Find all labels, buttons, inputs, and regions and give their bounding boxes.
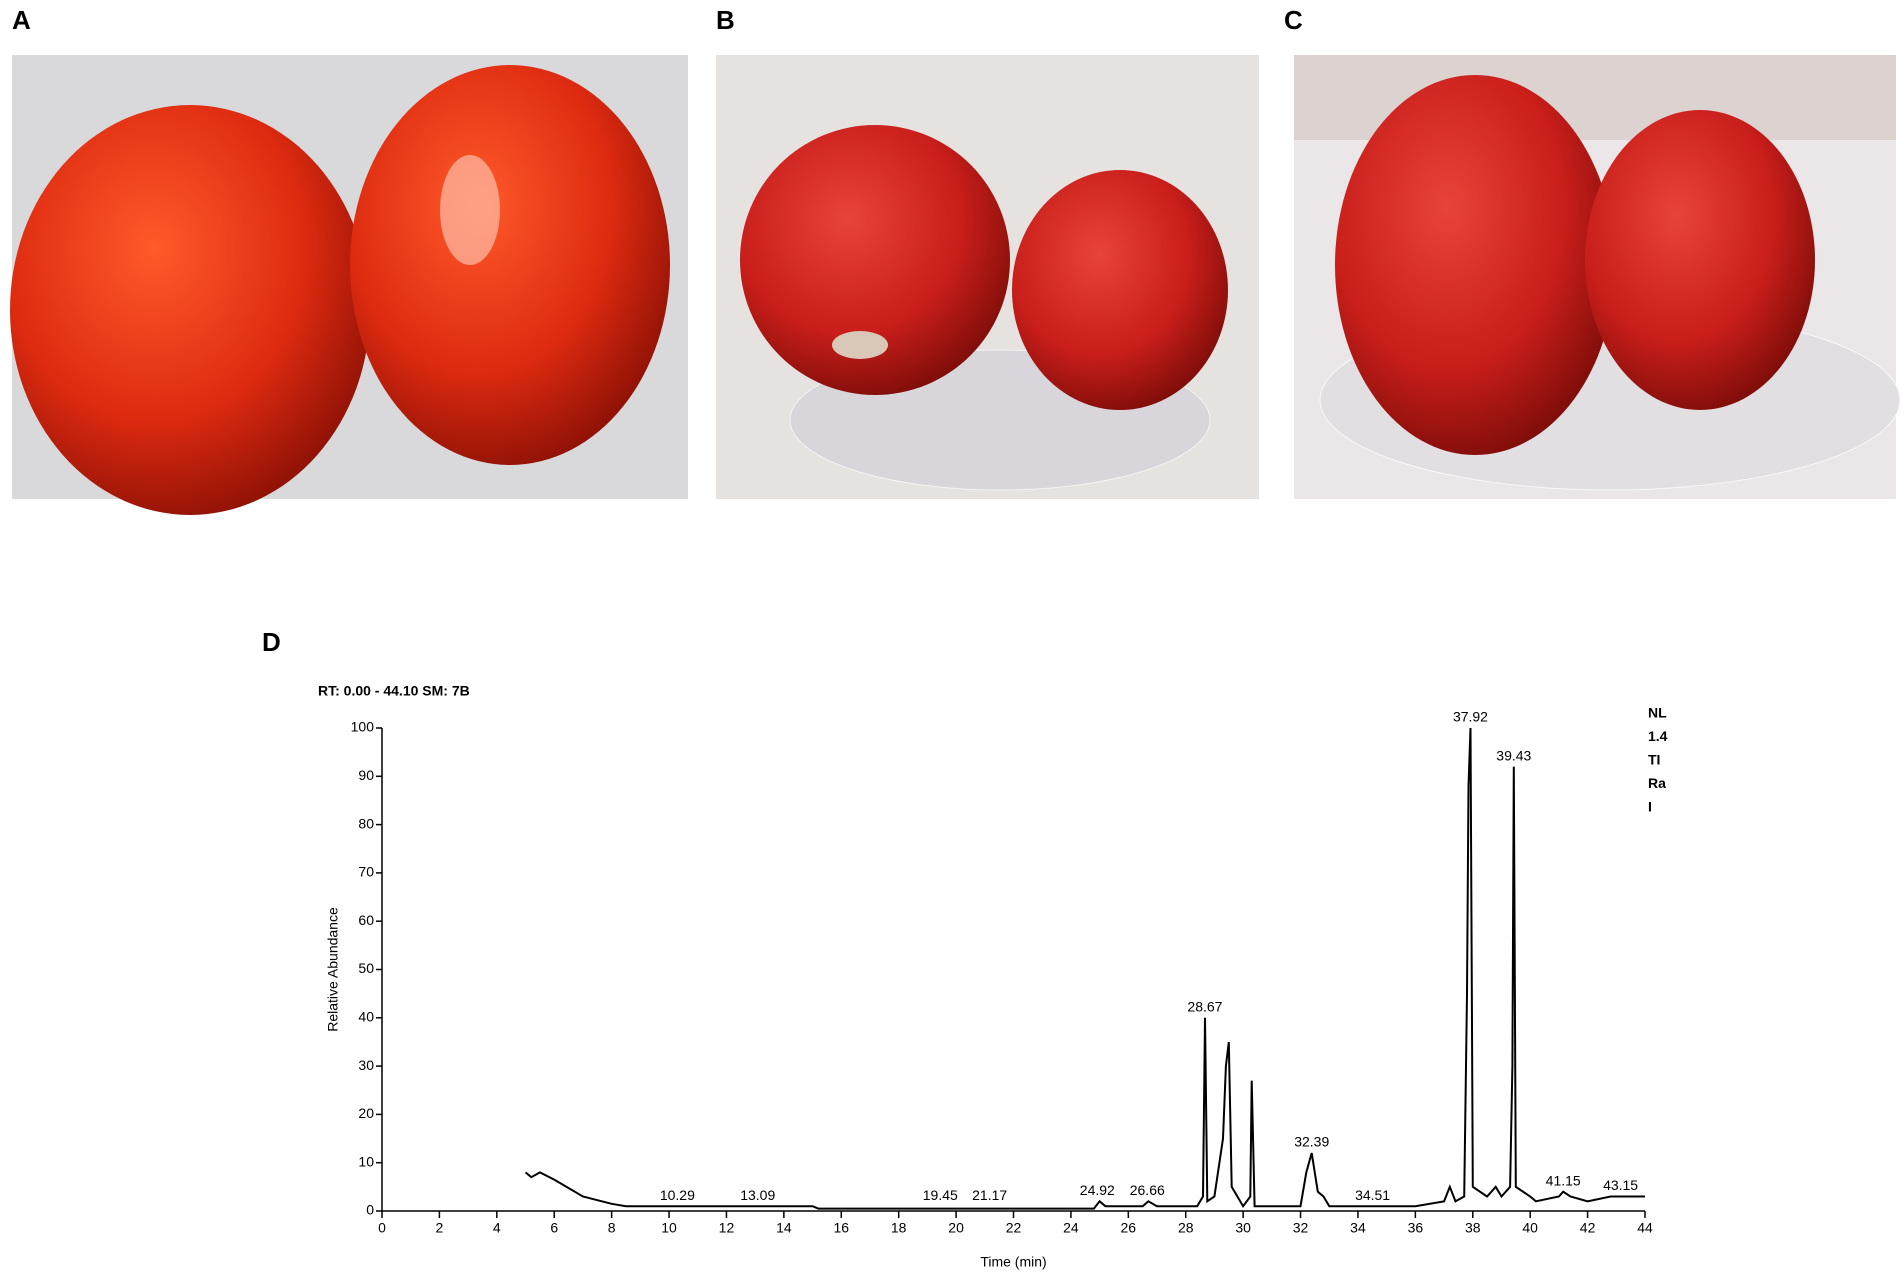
side-label: Ra (1648, 775, 1666, 791)
peak-label: 19.45 (923, 1187, 958, 1203)
x-tick-label: 16 (833, 1220, 849, 1236)
side-label: I (1648, 799, 1652, 815)
trace (524, 727, 1645, 1210)
x-tick-label: 4 (493, 1220, 501, 1236)
y-tick-label: 90 (358, 767, 374, 783)
x-tick-label: 28 (1178, 1220, 1194, 1236)
x-tick-label: 22 (1006, 1220, 1022, 1236)
x-tick-label: 14 (776, 1220, 792, 1236)
y-tick-label: 50 (358, 960, 374, 976)
y-tick-label: 60 (358, 912, 374, 928)
peak-label: 13.09 (740, 1187, 775, 1203)
x-tick-label: 20 (948, 1220, 964, 1236)
x-tick-label: 6 (550, 1220, 558, 1236)
panel-label: C (1284, 5, 1303, 35)
peak-label: 43.15 (1603, 1177, 1638, 1193)
photo-a (10, 55, 688, 515)
photo-b (716, 55, 1259, 499)
x-tick-label: 44 (1637, 1220, 1653, 1236)
peak-label: 34.51 (1355, 1187, 1390, 1203)
x-tick-label: 18 (891, 1220, 907, 1236)
x-tick-label: 42 (1580, 1220, 1596, 1236)
x-tick-label: 34 (1350, 1220, 1366, 1236)
panel-label: D (262, 627, 281, 657)
peak-label: 37.92 (1453, 709, 1488, 725)
y-tick-label: 80 (358, 815, 374, 831)
x-tick-label: 10 (661, 1220, 677, 1236)
y-tick-label: 100 (351, 719, 375, 735)
x-axis-label: Time (min) (980, 1254, 1046, 1270)
x-tick-label: 36 (1408, 1220, 1424, 1236)
x-tick-label: 24 (1063, 1220, 1079, 1236)
peak-label: 28.67 (1187, 999, 1222, 1015)
side-label: TI (1648, 752, 1660, 768)
peak-label: 10.29 (660, 1187, 695, 1203)
photo-c (1294, 55, 1901, 499)
panel-label: A (12, 5, 31, 35)
run-header: RT: 0.00 - 44.10 SM: 7B (318, 683, 470, 699)
x-tick-label: 38 (1465, 1220, 1481, 1236)
x-tick-label: 26 (1121, 1220, 1137, 1236)
x-tick-label: 2 (436, 1220, 444, 1236)
x-tick-label: 8 (608, 1220, 616, 1236)
x-tick-label: 32 (1293, 1220, 1309, 1236)
side-label: 1.4 (1648, 728, 1668, 744)
side-label: NL (1648, 705, 1667, 721)
x-tick-label: 40 (1522, 1220, 1538, 1236)
peak-label: 41.15 (1546, 1172, 1581, 1188)
y-tick-label: 0 (366, 1202, 374, 1218)
x-tick-label: 0 (378, 1220, 386, 1236)
y-tick-label: 20 (358, 1105, 374, 1121)
y-axis-label: Relative Abundance (325, 907, 341, 1032)
panel-label: B (716, 5, 735, 35)
y-tick-label: 70 (358, 864, 374, 880)
peak-label: 21.17 (972, 1187, 1007, 1203)
x-tick-label: 30 (1235, 1220, 1251, 1236)
y-tick-label: 30 (358, 1057, 374, 1073)
x-tick-label: 12 (719, 1220, 735, 1236)
peak-label: 32.39 (1294, 1134, 1329, 1150)
y-tick-label: 40 (358, 1009, 374, 1025)
peak-label: 24.92 (1080, 1182, 1115, 1198)
peak-label: 39.43 (1496, 747, 1531, 763)
y-tick-label: 10 (358, 1153, 374, 1169)
peak-label: 26.66 (1130, 1182, 1165, 1198)
